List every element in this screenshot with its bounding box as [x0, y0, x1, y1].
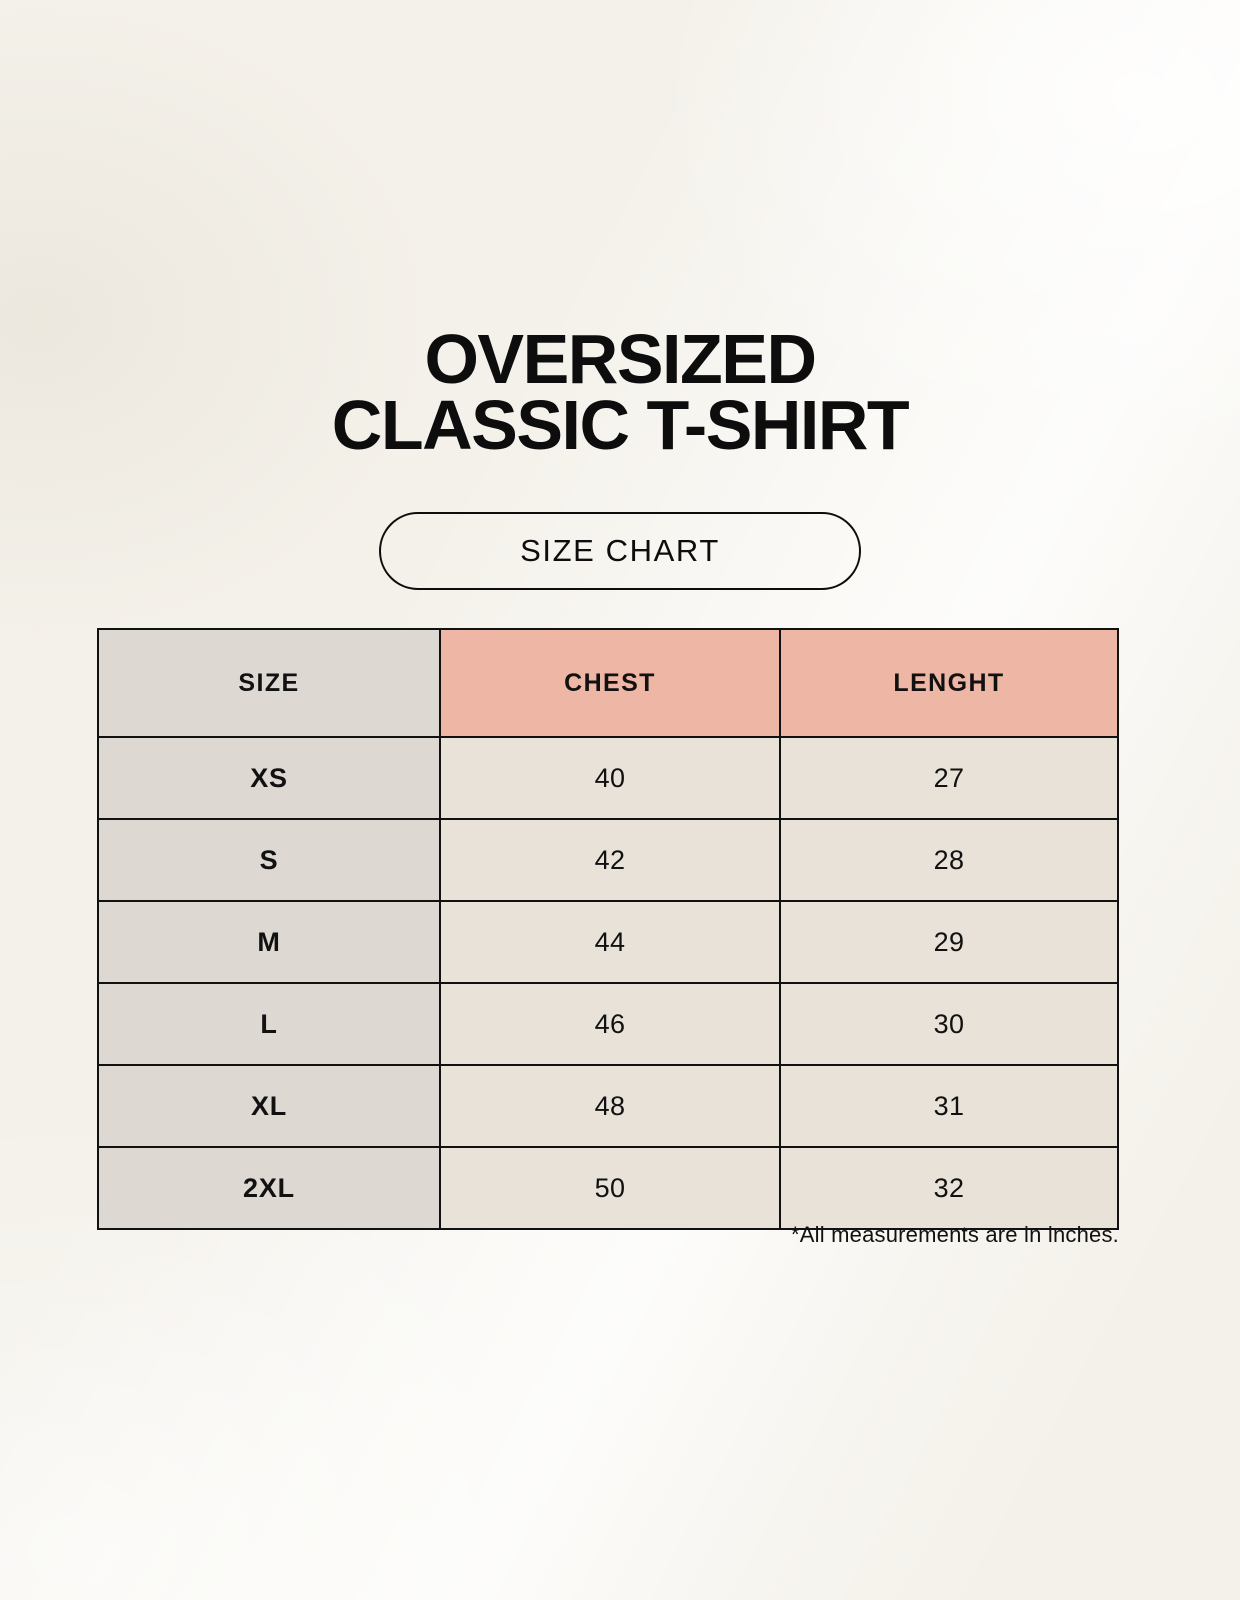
size-chart-badge-label: SIZE CHART	[520, 533, 720, 568]
cell-size: 2XL	[97, 1146, 441, 1230]
table-row: S 42 28	[97, 818, 1119, 902]
table-header-row: SIZE CHEST LENGHT	[97, 628, 1119, 738]
page-title-line-2: CLASSIC T-SHIRT	[331, 386, 910, 464]
cell-size: S	[97, 818, 441, 902]
table-row: 2XL 50 32	[97, 1146, 1119, 1230]
column-header-size: SIZE	[97, 628, 441, 738]
cell-length: 27	[779, 736, 1119, 820]
page-title: OVERSIZED CLASSIC T-SHIRT	[0, 320, 1240, 464]
table-row: M 44 29	[97, 900, 1119, 984]
cell-size: L	[97, 982, 441, 1066]
cell-chest: 48	[439, 1064, 781, 1148]
cell-chest: 46	[439, 982, 781, 1066]
cell-chest: 50	[439, 1146, 781, 1230]
table-row: XS 40 27	[97, 736, 1119, 820]
size-chart-badge-wrap: SIZE CHART	[0, 512, 1240, 590]
cell-chest: 40	[439, 736, 781, 820]
page-title-line-1: OVERSIZED	[424, 320, 817, 398]
cell-length: 29	[779, 900, 1119, 984]
cell-length: 28	[779, 818, 1119, 902]
cell-chest: 44	[439, 900, 781, 984]
table-row: XL 48 31	[97, 1064, 1119, 1148]
table-row: L 46 30	[97, 982, 1119, 1066]
size-chart-badge: SIZE CHART	[379, 512, 861, 590]
cell-chest: 42	[439, 818, 781, 902]
cell-size: XL	[97, 1064, 441, 1148]
measurement-unit-note: *All measurements are in inches.	[791, 1222, 1119, 1247]
column-header-length: LENGHT	[779, 628, 1119, 738]
cell-length: 30	[779, 982, 1119, 1066]
cell-size: XS	[97, 736, 441, 820]
cell-length: 32	[779, 1146, 1119, 1230]
size-chart-table-body: XS 40 27 S 42 28 M 44 29 L 46 30 XL 48	[97, 736, 1119, 1230]
cell-size: M	[97, 900, 441, 984]
size-chart-table: SIZE CHEST LENGHT XS 40 27 S 42 28 M 44 …	[97, 628, 1119, 1230]
cell-length: 31	[779, 1064, 1119, 1148]
size-chart-table-head: SIZE CHEST LENGHT	[97, 628, 1119, 738]
column-header-chest: CHEST	[439, 628, 781, 738]
